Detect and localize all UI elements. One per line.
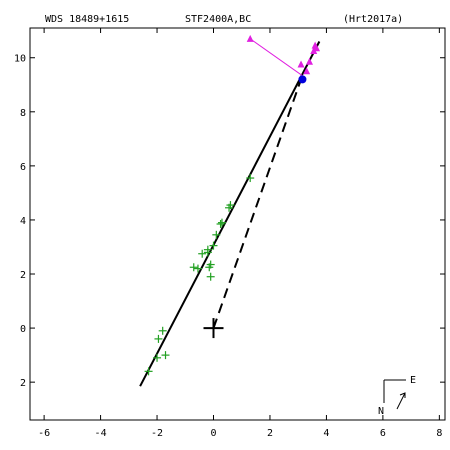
- visual-point: [144, 367, 153, 376]
- motion-arrow-icon: [396, 392, 406, 410]
- header-center: STF2400A,BC: [185, 14, 251, 25]
- header-right: (Hrt2017a): [343, 14, 403, 25]
- speckle-residual-line: [249, 38, 305, 78]
- speckle-point: [297, 60, 305, 68]
- x-tick-labels: -6 -4 -2 0 2 4 6 8: [38, 428, 442, 439]
- visual-point: [216, 220, 225, 228]
- node-line: [212, 79, 302, 329]
- motion-arrow-head-icon: [399, 392, 406, 398]
- visual-point: [161, 351, 170, 360]
- current-position-marker: [298, 75, 307, 84]
- speckle-observations: [246, 34, 321, 75]
- visual-point: [158, 326, 167, 335]
- y-tick-label: 2: [20, 270, 26, 281]
- y-tick-label: 8: [20, 108, 26, 119]
- x-tick-label: 2: [267, 428, 273, 439]
- y-tick-label: 4: [20, 216, 26, 227]
- visual-point: [203, 248, 212, 257]
- x-tick-label: 6: [380, 428, 386, 439]
- speckle-point: [313, 44, 321, 52]
- visual-point: [209, 241, 218, 250]
- compass: E N: [378, 375, 416, 417]
- visual-point: [206, 272, 215, 281]
- x-tick-label: 8: [436, 428, 442, 439]
- x-tick-label: -4: [95, 428, 107, 439]
- y-tick-label: 10: [14, 54, 26, 65]
- visual-point: [153, 353, 162, 362]
- visual-point: [154, 334, 163, 343]
- y-tick-label: 0: [20, 324, 26, 335]
- compass-north-label: N: [378, 406, 384, 417]
- visual-point: [212, 230, 221, 239]
- header-left: WDS 18489+1615: [45, 14, 129, 25]
- axis-ticks: [30, 28, 445, 420]
- compass-east-label: E: [410, 375, 416, 386]
- speckle-point: [305, 57, 313, 65]
- y-tick-label: 2: [20, 378, 26, 389]
- orbit-line: [139, 41, 321, 387]
- plot-frame: [29, 27, 446, 421]
- primary-star-marker: [203, 318, 224, 339]
- visual-point: [189, 263, 198, 272]
- visual-point: [193, 264, 202, 273]
- x-tick-label: 0: [210, 428, 216, 439]
- visual-point: [226, 201, 235, 210]
- visual-point: [217, 218, 226, 227]
- speckle-point: [303, 67, 311, 75]
- visual-point: [198, 249, 207, 258]
- speckle-point: [246, 34, 254, 42]
- x-tick-label: -2: [151, 428, 163, 439]
- visual-point: [246, 174, 255, 183]
- y-tick-label: 6: [20, 162, 26, 173]
- visual-observations: [144, 174, 255, 376]
- visual-point: [206, 260, 215, 269]
- y-tick-labels: 2 0 2 4 6 8 10: [14, 54, 26, 389]
- x-tick-label: -6: [38, 428, 50, 439]
- x-tick-label: 4: [323, 428, 329, 439]
